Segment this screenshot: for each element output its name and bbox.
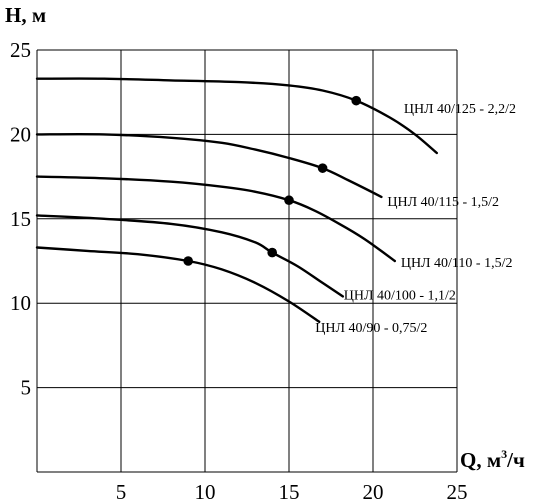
y-tick-label-20: 20	[10, 122, 31, 146]
series-label-1: ЦНЛ 40/125 - 2,2/2	[404, 102, 516, 117]
x-tick-label-20: 20	[363, 480, 384, 503]
operating-point-1	[351, 95, 362, 106]
x-tick-label-10: 10	[195, 480, 216, 503]
series-line-2	[35, 132, 383, 199]
series-line-4	[35, 214, 344, 298]
series-line-5	[35, 246, 321, 323]
series-label-3: ЦНЛ 40/110 - 1,5/2	[401, 256, 513, 271]
operating-point-3	[284, 195, 294, 206]
axes	[36, 50, 457, 473]
x-axis-label-sup: 3	[501, 447, 507, 461]
series-line-1	[35, 77, 438, 155]
operating-point-4	[267, 247, 278, 258]
series-label-5: ЦНЛ 40/90 - 0,75/2	[315, 321, 427, 336]
series-line-3	[35, 175, 396, 263]
x-axis-label-main: Q, м	[460, 448, 501, 472]
y-tick-label-5: 5	[21, 376, 32, 400]
label-group: H, м Q, м3/ч 5 10 15 20 25 5 10 15 20 25 ЦНЛ 40/12…	[5, 3, 525, 503]
grid	[37, 49, 458, 472]
x-axis-label: Q, м3/ч	[460, 447, 525, 472]
series-group	[35, 77, 438, 323]
series-label-2: ЦНЛ 40/115 - 1,5/2	[387, 195, 499, 210]
x-tick-label-15: 15	[279, 480, 300, 503]
y-tick-label-10: 10	[10, 291, 31, 315]
x-tick-label-25: 25	[447, 480, 468, 503]
y-axis-label: H, м	[5, 3, 46, 27]
x-axis-label-tail: /ч	[506, 448, 525, 472]
y-tick-label-15: 15	[10, 207, 31, 231]
x-tick-label-5: 5	[116, 480, 127, 503]
y-tick-label-25: 25	[10, 38, 31, 62]
operating-point-2	[317, 163, 328, 173]
operating-point-5	[183, 256, 193, 266]
series-label-4: ЦНЛ 40/100 - 1,1/2	[344, 288, 456, 303]
